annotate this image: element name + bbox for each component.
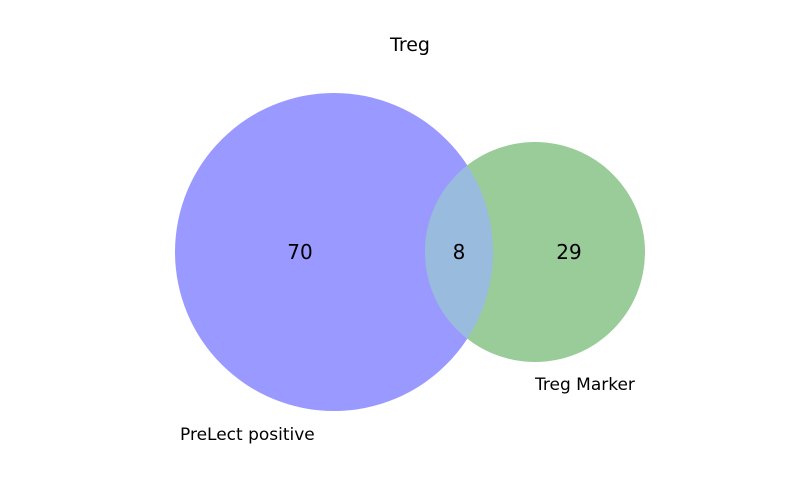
count-treg-marker-only: 29 bbox=[556, 240, 581, 264]
diagram-title: Treg bbox=[389, 34, 430, 56]
set-label-prelect-positive: PreLect positive bbox=[180, 425, 315, 445]
count-intersection: 8 bbox=[453, 240, 466, 264]
set-circle-prelect-positive bbox=[175, 93, 493, 411]
count-prelect-only: 70 bbox=[287, 240, 312, 264]
set-label-treg-marker: Treg Marker bbox=[534, 375, 635, 395]
intersection-region bbox=[425, 142, 493, 362]
